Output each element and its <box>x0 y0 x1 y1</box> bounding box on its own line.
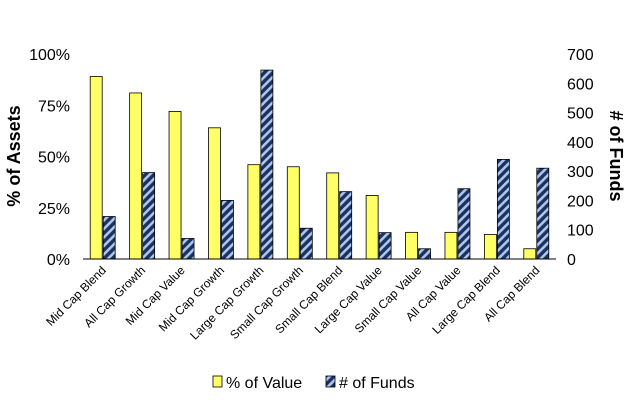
bar-value-5 <box>286 166 300 260</box>
x-tick-label-5: Small Cap Growth <box>227 263 306 342</box>
y-tick-left-4: 100% <box>29 47 70 64</box>
y-tick-right-7: 700 <box>567 47 594 64</box>
bar-value-11 <box>523 248 537 260</box>
bar-funds-5 <box>299 227 313 260</box>
y-tick-right-6: 600 <box>567 76 594 93</box>
bar-value-7 <box>365 195 379 260</box>
legend-swatch-value <box>212 375 223 388</box>
y-axis-title-right: # of Funds <box>606 111 626 202</box>
bar-funds-4 <box>260 69 274 260</box>
x-tick-label-4: Large Cap Growth <box>187 263 266 342</box>
y-tick-right-4: 400 <box>567 135 594 152</box>
y-tick-left-3: 75% <box>38 98 70 115</box>
bar-value-3 <box>208 127 221 260</box>
bar-funds-2 <box>181 238 195 260</box>
left-tick-labels: 0% 25% 50% 75% 100% <box>29 47 70 269</box>
y-tick-left-0: 0% <box>47 252 70 269</box>
bar-value-0 <box>89 76 103 260</box>
bar-value-1 <box>129 92 143 260</box>
y-tick-right-1: 100 <box>567 223 594 240</box>
bar-value-10 <box>483 233 497 260</box>
bar-value-8 <box>405 231 418 260</box>
y-tick-right-0: 0 <box>567 252 576 269</box>
bar-funds-0 <box>102 216 116 260</box>
bar-value-9 <box>444 231 458 260</box>
bar-funds-7 <box>378 232 392 260</box>
bar-funds-10 <box>496 159 510 260</box>
legend-label-funds: # of Funds <box>339 375 415 392</box>
bar-value-2 <box>168 111 182 260</box>
y-tick-right-3: 300 <box>567 164 594 181</box>
y-tick-right-5: 500 <box>567 106 594 123</box>
x-tick-label-7: Large Cap Value <box>312 263 385 336</box>
y-tick-left-1: 25% <box>38 201 70 218</box>
bar-funds-9 <box>457 188 471 260</box>
legend-label-value: % of Value <box>226 375 302 392</box>
y-tick-right-2: 200 <box>567 193 594 210</box>
y-tick-left-2: 50% <box>38 150 70 167</box>
x-tick-label-10: Large Cap Blend <box>429 263 503 337</box>
x-tick-label-6: Small Cap Blend <box>272 263 345 336</box>
bar-funds-8 <box>418 248 431 260</box>
legend-swatch-funds <box>325 375 336 388</box>
bar-funds-1 <box>142 172 156 260</box>
plot-area <box>89 69 550 260</box>
bar-funds-3 <box>221 200 234 260</box>
legend: % of Value # of Funds <box>212 375 415 392</box>
x-tick-label-8: Small Cap Value <box>352 263 425 336</box>
bar-funds-11 <box>536 167 550 260</box>
right-tick-labels: 0 100 200 300 400 500 600 700 <box>567 47 594 269</box>
bar-value-4 <box>247 164 261 260</box>
bar-value-6 <box>326 172 340 260</box>
bar-funds-6 <box>339 191 353 260</box>
y-axis-title-left: % of Assets <box>4 105 24 206</box>
